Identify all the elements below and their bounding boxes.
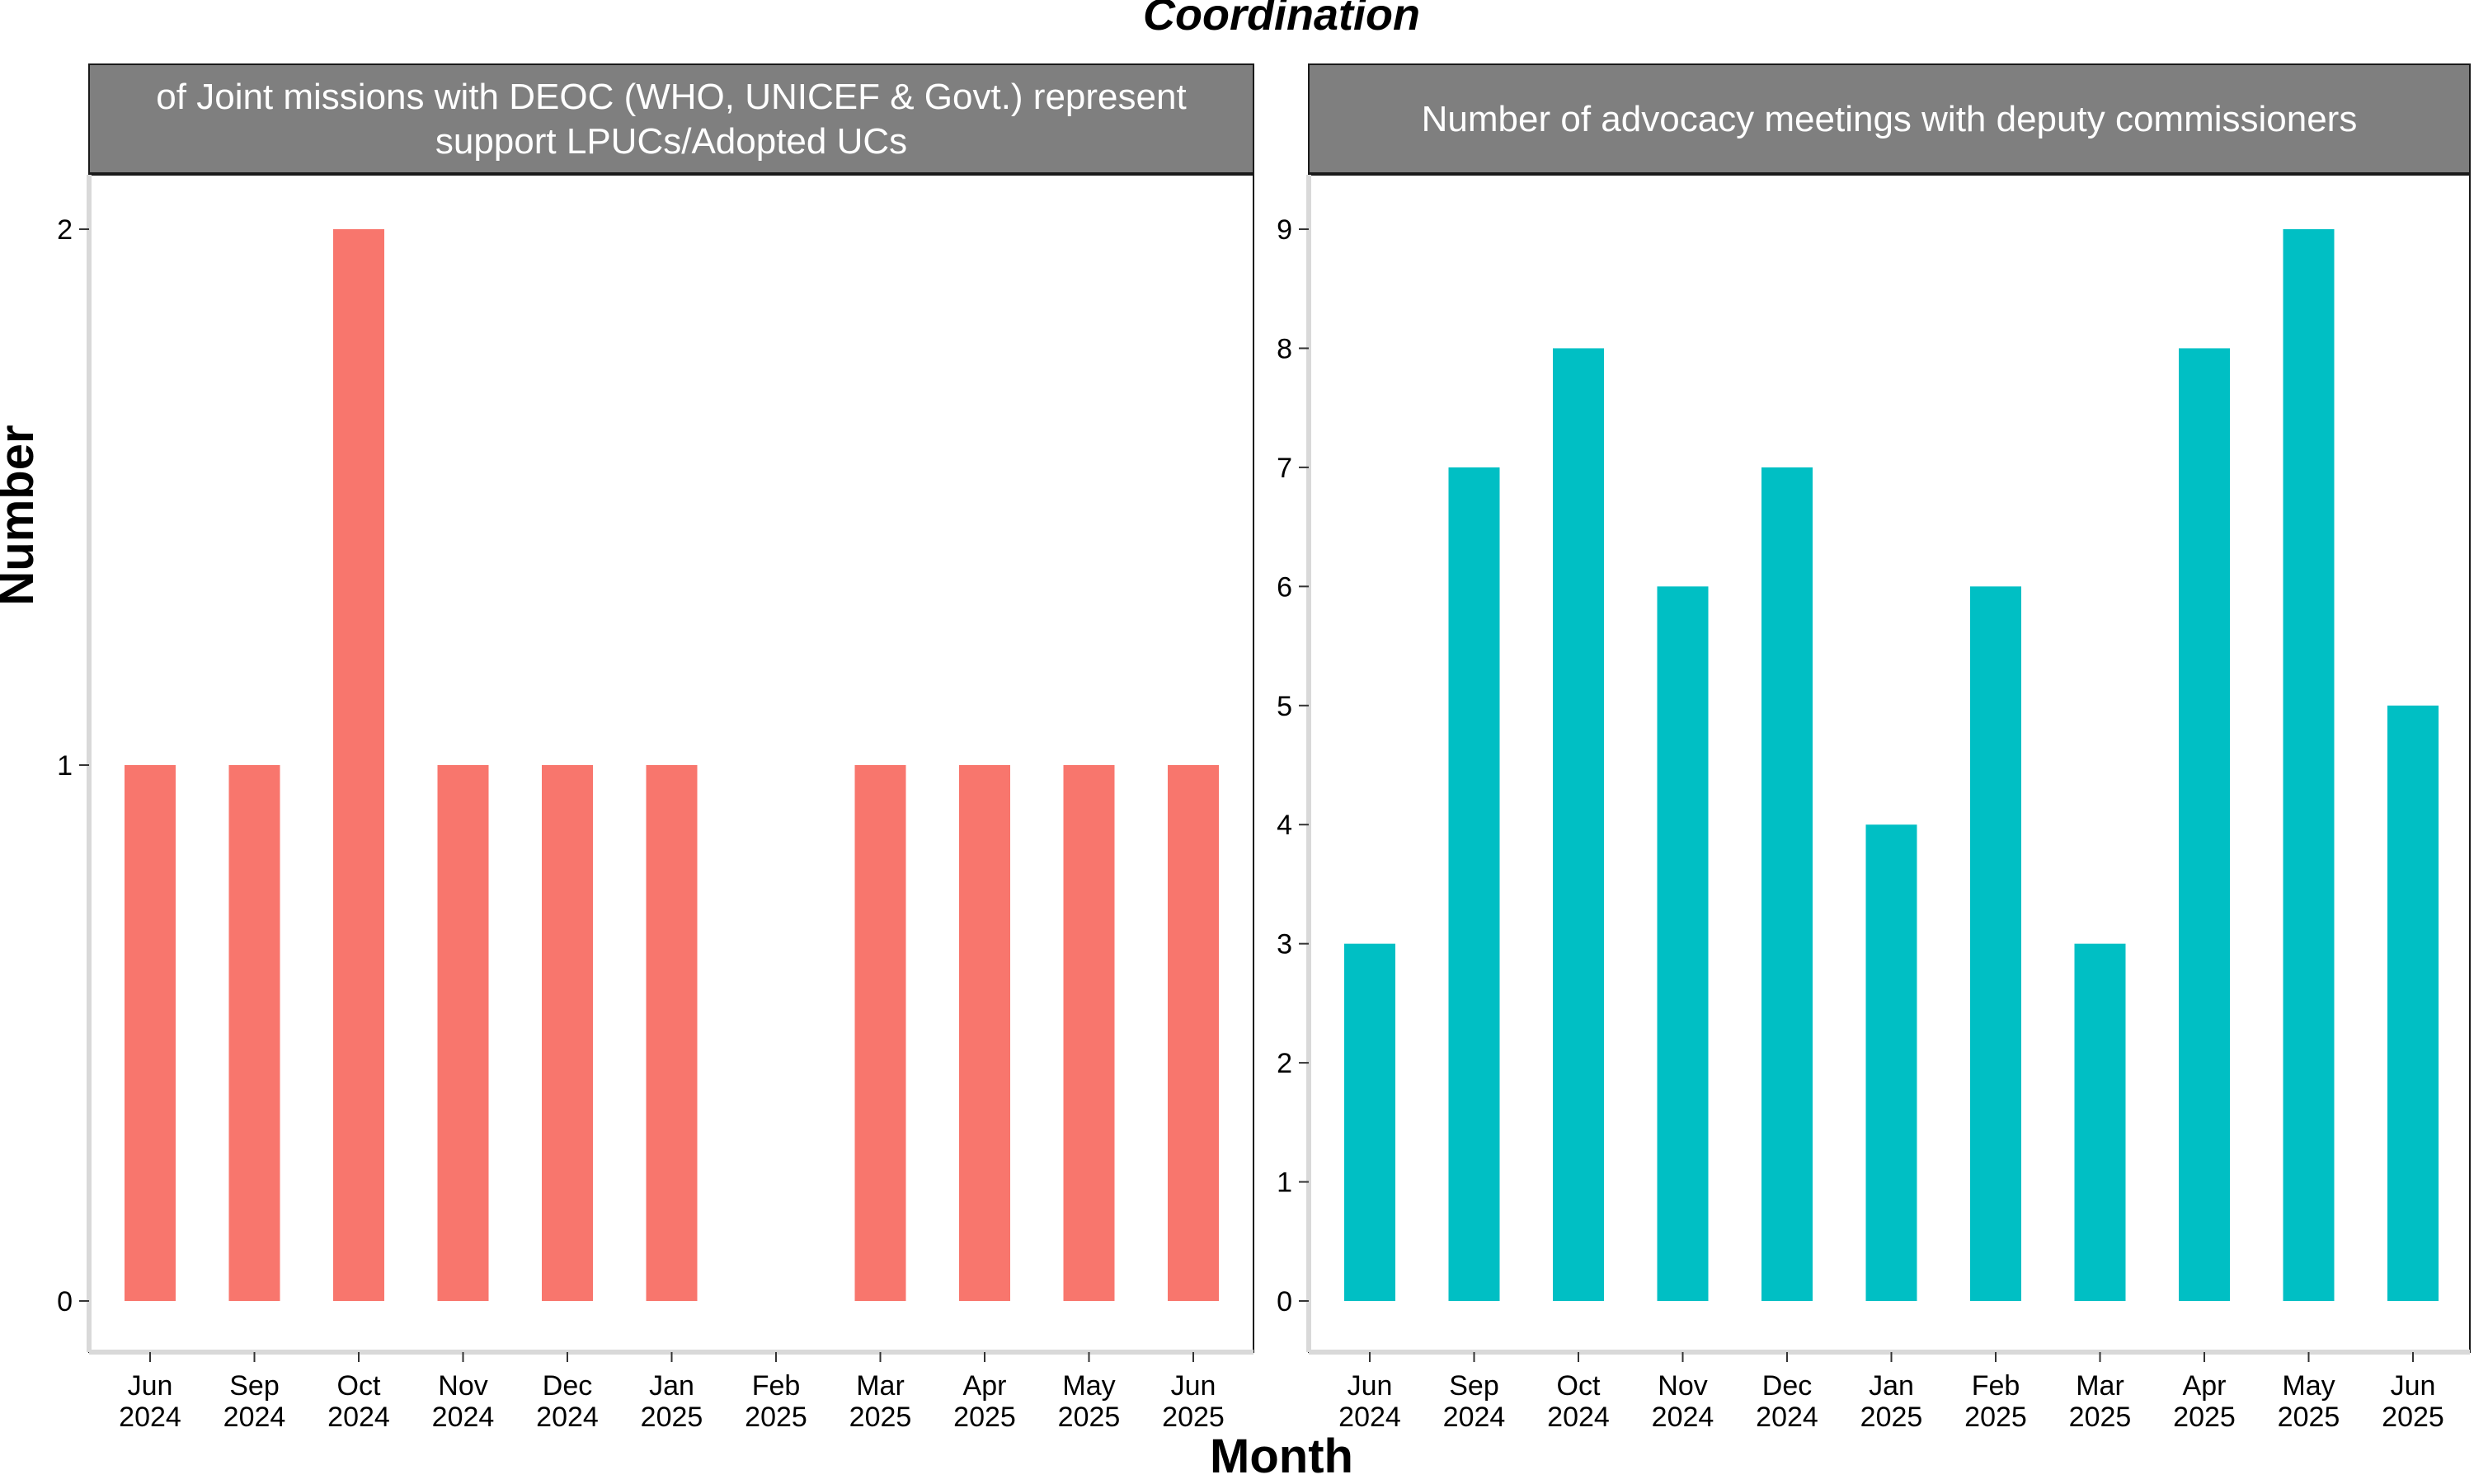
y-tick-label: 1 [57, 750, 73, 782]
bar [1970, 586, 2021, 1301]
panel-title: of Joint missions with DEOC (WHO, UNICEF… [156, 77, 1186, 162]
y-axis-title: Number [0, 425, 44, 605]
y-tick-label: 1 [1277, 1167, 1292, 1199]
y-tick-label: 6 [1277, 571, 1292, 603]
bar [1063, 765, 1115, 1301]
y-tick-label: 5 [1277, 691, 1292, 722]
x-tick-label: Sep 2024 [223, 1370, 286, 1433]
x-tick-label: Apr 2025 [953, 1370, 1016, 1433]
bar [437, 765, 489, 1301]
bar [1553, 348, 1604, 1301]
bar [2387, 705, 2439, 1301]
panel-2: Number of advocacy meetings with deputy … [1277, 63, 2471, 1433]
chart-panels: of Joint missions with DEOC (WHO, UNICEF… [57, 63, 2471, 1433]
chart-title: Coordination [1143, 0, 1420, 40]
bar [854, 765, 906, 1301]
bar [125, 765, 176, 1301]
x-tick-label: May 2025 [2278, 1370, 2340, 1433]
bar [1344, 943, 1395, 1301]
x-axis-title: Month [1210, 1430, 1353, 1483]
x-tick-label: Nov 2024 [432, 1370, 495, 1433]
panel-1: of Joint missions with DEOC (WHO, UNICEF… [57, 63, 1254, 1433]
x-tick-label: Oct 2024 [327, 1370, 390, 1433]
bar [2179, 348, 2230, 1301]
bar [646, 765, 698, 1301]
x-tick-label: Jun 2024 [119, 1370, 181, 1433]
x-tick-label: Jan 2025 [1860, 1370, 1923, 1433]
panel-strip [88, 63, 1254, 174]
y-tick-label: 3 [1277, 929, 1292, 960]
x-tick-label: Nov 2024 [1652, 1370, 1714, 1433]
x-tick-label: Apr 2025 [2173, 1370, 2236, 1433]
bar [1657, 586, 1709, 1301]
bar [333, 229, 384, 1301]
bar [2074, 943, 2126, 1301]
y-tick-label: 4 [1277, 810, 1292, 841]
bar [1865, 824, 1917, 1301]
bar [228, 765, 280, 1301]
x-tick-label: Feb 2025 [1964, 1370, 2027, 1433]
x-tick-label: Mar 2025 [2069, 1370, 2132, 1433]
x-tick-label: Jun 2025 [2382, 1370, 2444, 1433]
x-tick-label: Jun 2024 [1338, 1370, 1401, 1433]
x-tick-label: Feb 2025 [745, 1370, 807, 1433]
bar [1168, 765, 1219, 1301]
bar [542, 765, 593, 1301]
x-tick-label: Dec 2024 [1756, 1370, 1818, 1433]
x-tick-label: Jun 2025 [1162, 1370, 1225, 1433]
bar [959, 765, 1010, 1301]
y-tick-label: 0 [57, 1286, 73, 1317]
panel-title: Number of advocacy meetings with deputy … [1422, 99, 2358, 139]
y-tick-label: 0 [1277, 1286, 1292, 1317]
bar [1448, 467, 1500, 1301]
x-tick-label: Dec 2024 [536, 1370, 599, 1433]
x-tick-label: May 2025 [1058, 1370, 1121, 1433]
bar [2283, 229, 2335, 1301]
x-tick-label: Oct 2024 [1547, 1370, 1610, 1433]
x-tick-label: Mar 2025 [849, 1370, 912, 1433]
bar [1761, 467, 1813, 1301]
y-tick-label: 2 [57, 214, 73, 246]
x-tick-label: Sep 2024 [1443, 1370, 1506, 1433]
y-tick-label: 7 [1277, 453, 1292, 484]
y-tick-label: 2 [1277, 1048, 1292, 1079]
y-tick-label: 8 [1277, 333, 1292, 364]
panel-strip [1308, 63, 2471, 174]
x-tick-label: Jan 2025 [641, 1370, 703, 1433]
y-tick-label: 9 [1277, 214, 1292, 246]
